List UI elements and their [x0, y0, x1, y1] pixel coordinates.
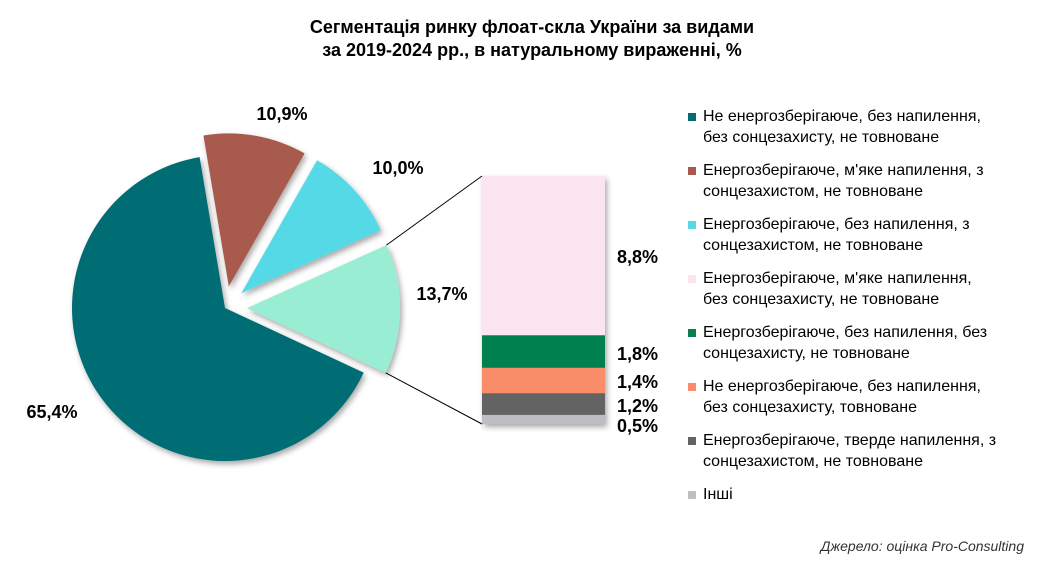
- legend-item: Енергозберігаюче, без напилення, з сонцез…: [688, 214, 1048, 256]
- source-note: Джерело: оцінка Pro-Consulting: [820, 538, 1024, 554]
- legend-item: Інші: [688, 484, 1048, 505]
- bar-data-label: 8,8%: [617, 247, 658, 267]
- chart-title-line-2: за 2019-2024 рр., в натуральному виражен…: [322, 40, 742, 60]
- bar-segment: [482, 367, 605, 394]
- pie-data-label: 13,7%: [416, 284, 467, 304]
- bar-data-label: 1,8%: [617, 344, 658, 364]
- pie-slice: [203, 133, 305, 287]
- legend-label: Енергозберігаюче, тверде напилення, з: [703, 432, 997, 449]
- pie-data-label: 65,4%: [26, 402, 77, 422]
- legend-swatch: [688, 167, 696, 175]
- legend-swatch: [688, 113, 696, 121]
- legend-item: Не енергозберігаюче, без напилення, без с…: [688, 376, 1048, 418]
- pie-slice: [72, 157, 364, 462]
- legend-label: сонцезахистом, не товноване: [703, 237, 923, 254]
- legend-item: Не енергозберігаюче, без напилення, без с…: [688, 106, 1048, 148]
- connector-line-top: [386, 175, 483, 246]
- bar-segment: [482, 414, 605, 424]
- legend-label: Енергозберігаюче, без напилення, без: [703, 324, 988, 341]
- legend-label: Не енергозберігаюче, без напилення,: [703, 108, 981, 125]
- legend-label: без сонцезахисту, не товноване: [703, 291, 940, 308]
- legend-swatch: [688, 383, 696, 391]
- pie-slice: [241, 160, 381, 294]
- bar-data-label: 1,4%: [617, 372, 658, 392]
- legend-label: сонцезахисту, не товноване: [703, 345, 910, 362]
- legend-label: сонцезахистом, не товноване: [703, 183, 923, 200]
- bar-segment: [482, 176, 605, 336]
- legend-label: Не енергозберігаюче, без напилення,: [703, 378, 981, 395]
- legend-item: Енергозберігаюче, м'яке напилення, з сонц…: [688, 160, 1048, 202]
- pie-data-label: 10,9%: [256, 104, 307, 124]
- chart-title: Сегментація ринку флоат-скла України за …: [0, 16, 1064, 62]
- legend-swatch: [688, 275, 696, 283]
- legend-swatch: [688, 437, 696, 445]
- pie-slice: [246, 245, 400, 373]
- connector-line-bottom: [385, 372, 483, 425]
- legend-label: Енергозберігаюче, м'яке напилення,: [703, 270, 972, 287]
- legend-swatch: [688, 221, 696, 229]
- chart-title-line-1: Сегментація ринку флоат-скла України за …: [309, 17, 755, 37]
- legend-item: Енергозберігаюче, тверде напилення, з сон…: [688, 430, 1048, 472]
- legend-label: без сонцезахисту, товноване: [703, 399, 917, 416]
- legend-item: Енергозберігаюче, м'яке напилення, без со…: [688, 268, 1048, 310]
- legend: Не енергозберігаюче, без напилення, без с…: [688, 106, 1048, 517]
- pie-data-label: 10,0%: [372, 158, 423, 178]
- bar-segment: [482, 335, 605, 368]
- legend-label: Енергозберігаюче, м'яке напилення, з: [703, 162, 984, 179]
- bar-data-label: 0,5%: [617, 416, 658, 436]
- legend-label: без сонцезахисту, не товноване: [703, 129, 940, 146]
- bar-segment: [482, 393, 605, 415]
- legend-item: Енергозберігаюче, без напилення, без сонц…: [688, 322, 1048, 364]
- legend-swatch: [688, 491, 696, 499]
- legend-swatch: [688, 329, 696, 337]
- legend-label: Інші: [703, 486, 733, 503]
- bar-data-label: 1,2%: [617, 396, 658, 416]
- legend-label: Енергозберігаюче, без напилення, з: [703, 216, 970, 233]
- legend-label: сонцезахистом, не товноване: [703, 453, 923, 470]
